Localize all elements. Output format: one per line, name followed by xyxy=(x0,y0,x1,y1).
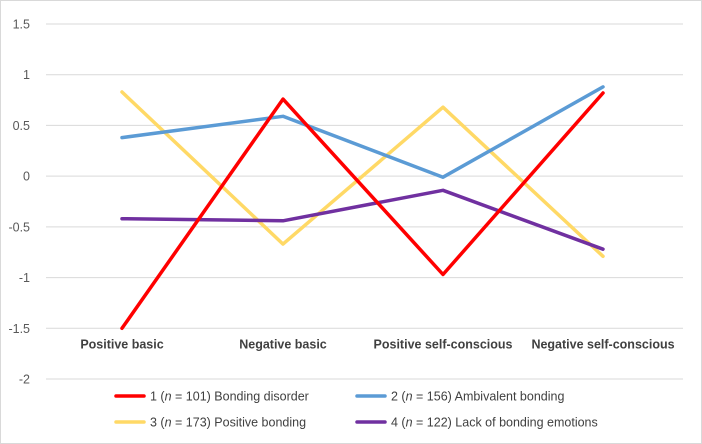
legend-item-2: 2 (n = 156) Ambivalent bonding xyxy=(355,390,564,404)
legend-series-name: Lack of bonding emotions xyxy=(455,416,597,430)
legend-label: 1 (n = 101) Bonding disorder xyxy=(150,390,309,404)
y-tick-label: 0 xyxy=(23,170,30,184)
legend-label: 3 (n = 173) Positive bonding xyxy=(150,416,306,430)
legend-item-3: 3 (n = 173) Positive bonding xyxy=(114,416,306,430)
legend-series-name: Bonding disorder xyxy=(214,390,309,404)
legend-n-value: = 122) xyxy=(413,416,452,430)
legend-paren: ( xyxy=(157,416,165,430)
legend-n-value: = 156) xyxy=(413,390,452,404)
series-line-1 xyxy=(120,91,605,331)
legend-number: 3 xyxy=(150,416,157,430)
y-tick-label: -1.5 xyxy=(8,322,30,336)
legend-paren: ( xyxy=(157,390,165,404)
legend-paren: ( xyxy=(398,416,406,430)
legend-series-name: Positive bonding xyxy=(214,416,306,430)
y-tick-label: -0.5 xyxy=(8,220,30,234)
series-line-4 xyxy=(120,188,605,251)
y-tick-label: -1 xyxy=(19,271,30,285)
legend-n-value: = 101) xyxy=(172,390,211,404)
grid-lines xyxy=(46,23,683,380)
series-lines xyxy=(120,85,605,331)
category-label: Negative basic xyxy=(239,337,327,351)
legend-item-4: 4 (n = 122) Lack of bonding emotions xyxy=(355,416,598,430)
legend-n-symbol: n xyxy=(406,390,413,404)
legend-n-symbol: n xyxy=(165,416,172,430)
y-tick-label: 1 xyxy=(23,68,30,82)
legend-item-1: 1 (n = 101) Bonding disorder xyxy=(114,390,309,404)
legend-number: 1 xyxy=(150,390,157,404)
legend-n-symbol: n xyxy=(165,390,172,404)
category-labels: Positive basic Negative basic Positive sel… xyxy=(80,337,674,351)
series-line-2 xyxy=(120,85,605,179)
y-tick-label: -2 xyxy=(19,373,30,387)
category-label: Negative self-conscious xyxy=(531,337,674,351)
y-axis-tick-labels: 1.5 1 0.5 0 -0.5 -1 -1.5 -2 xyxy=(8,18,30,387)
legend-n-symbol: n xyxy=(406,416,413,430)
legend-label: 4 (n = 122) Lack of bonding emotions xyxy=(391,416,598,430)
y-tick-label: 1.5 xyxy=(13,18,30,32)
category-label: Positive basic xyxy=(80,337,163,351)
y-tick-label: 0.5 xyxy=(13,119,30,133)
category-label: Positive self-conscious xyxy=(374,337,513,351)
legend-n-value: = 173) xyxy=(172,416,211,430)
legend-number: 4 xyxy=(391,416,398,430)
legend-paren: ( xyxy=(398,390,406,404)
legend-number: 2 xyxy=(391,390,398,404)
legend: 1 (n = 101) Bonding disorder 2 (n = 156) … xyxy=(114,390,598,430)
legend-label: 2 (n = 156) Ambivalent bonding xyxy=(391,390,564,404)
legend-series-name: Ambivalent bonding xyxy=(455,390,565,404)
